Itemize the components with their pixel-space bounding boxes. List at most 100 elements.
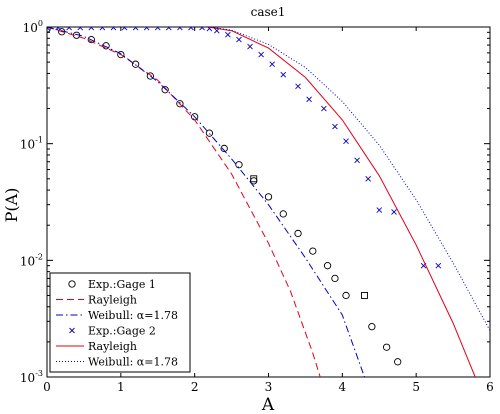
marker-x-stroke bbox=[132, 27, 137, 31]
marker-x-stroke bbox=[188, 27, 193, 31]
marker-x-stroke bbox=[143, 27, 148, 31]
legend-label: Weibull: α=1.78 bbox=[88, 309, 178, 322]
marker-x bbox=[47, 27, 50, 31]
marker-square bbox=[250, 175, 258, 183]
x-tick-label: 6 bbox=[486, 380, 494, 394]
marker-x bbox=[177, 27, 183, 31]
marker-x-stroke bbox=[47, 27, 50, 31]
marker-circle bbox=[342, 291, 350, 300]
y-axis-ticks: 100 10-1 10-2 10-3 bbox=[20, 19, 490, 385]
marker-x-stroke bbox=[110, 27, 115, 31]
marker-x bbox=[236, 36, 242, 43]
marker-circle bbox=[87, 35, 95, 44]
chart-title: case1 bbox=[251, 5, 286, 19]
marker-x-stroke bbox=[88, 27, 93, 31]
legend-item: Weibull: α=1.78 bbox=[56, 356, 178, 369]
marker-x-stroke bbox=[99, 27, 104, 31]
marker-circle bbox=[323, 262, 332, 270]
marker-x bbox=[77, 27, 84, 31]
y-tick-label: 10-1 bbox=[20, 136, 43, 152]
marker-x bbox=[354, 157, 360, 164]
marker-x-stroke bbox=[247, 43, 253, 50]
marker-circle bbox=[146, 72, 155, 80]
marker-circle bbox=[68, 280, 76, 288]
marker-x-stroke bbox=[332, 123, 338, 130]
series-5 bbox=[207, 27, 490, 331]
marker-circle bbox=[309, 247, 317, 255]
marker-x-stroke bbox=[343, 138, 349, 145]
series-line bbox=[207, 27, 476, 377]
marker-x bbox=[121, 27, 128, 31]
legend: Exp.:Gage 1 Rayleigh Weibull: α=1.78 Exp.:G… bbox=[49, 272, 191, 373]
marker-circle bbox=[176, 100, 184, 108]
marker-x bbox=[258, 51, 264, 58]
marker-x bbox=[247, 43, 253, 50]
series-line bbox=[47, 27, 321, 377]
marker-circle bbox=[205, 129, 214, 137]
marker-x-stroke bbox=[306, 96, 312, 103]
marker-x bbox=[343, 138, 349, 145]
marker-x-stroke bbox=[295, 83, 301, 90]
series-4 bbox=[207, 27, 476, 377]
marker-x-stroke bbox=[354, 157, 360, 164]
marker-circle bbox=[331, 274, 339, 283]
series-1 bbox=[47, 27, 321, 377]
legend-label: Weibull: α=1.78 bbox=[88, 356, 178, 369]
marker-circle bbox=[394, 358, 402, 366]
marker-circle bbox=[279, 210, 287, 218]
marker-x bbox=[365, 175, 371, 182]
x-axis-ticks: 0 1 2 3 4 5 6 bbox=[43, 27, 494, 394]
y-tick-label: 100 bbox=[23, 19, 43, 35]
marker-x bbox=[55, 27, 61, 31]
marker-x bbox=[69, 327, 75, 334]
marker-x-stroke bbox=[121, 27, 126, 31]
legend-label: Rayleigh bbox=[88, 340, 137, 353]
series-layer bbox=[47, 27, 490, 377]
marker-circle bbox=[382, 343, 391, 351]
marker-x bbox=[66, 27, 72, 31]
marker-x bbox=[132, 27, 139, 31]
marker-circle bbox=[117, 50, 125, 59]
marker-x bbox=[154, 27, 161, 31]
marker-x bbox=[206, 27, 213, 32]
marker-x bbox=[306, 96, 312, 103]
y-tick-label: 10-3 bbox=[20, 369, 43, 385]
marker-circle bbox=[47, 27, 51, 33]
x-tick-label: 5 bbox=[412, 380, 420, 394]
legend-label: Rayleigh bbox=[88, 294, 137, 307]
marker-x bbox=[269, 61, 276, 68]
marker-x-stroke bbox=[236, 36, 242, 43]
marker-x bbox=[225, 31, 231, 38]
marker-x-stroke bbox=[154, 27, 159, 31]
series-line bbox=[47, 27, 365, 377]
marker-x bbox=[376, 207, 383, 213]
legend-item: Exp.:Gage 1 bbox=[68, 278, 156, 291]
marker-circle bbox=[368, 323, 376, 331]
legend-label: Exp.:Gage 2 bbox=[88, 325, 156, 338]
marker-x-stroke bbox=[55, 27, 60, 31]
legend-item: Weibull: α=1.78 bbox=[56, 309, 178, 322]
marker-circle bbox=[220, 144, 228, 153]
marker-circle bbox=[131, 60, 140, 68]
x-tick-label: 2 bbox=[191, 380, 199, 394]
marker-x bbox=[88, 27, 95, 31]
x-axis-label: A bbox=[261, 395, 275, 414]
legend-label: Exp.:Gage 1 bbox=[88, 278, 156, 291]
x-tick-label: 3 bbox=[265, 380, 273, 394]
marker-x-stroke bbox=[269, 61, 276, 68]
marker-x bbox=[295, 83, 301, 90]
marker-x-stroke bbox=[280, 71, 287, 78]
marker-x-stroke bbox=[435, 262, 442, 269]
legend-item: Rayleigh bbox=[56, 340, 137, 353]
marker-x bbox=[110, 27, 117, 31]
marker-x-stroke bbox=[376, 207, 383, 213]
marker-circle bbox=[294, 229, 302, 238]
y-tick-label: 10-2 bbox=[20, 252, 43, 268]
marker-x bbox=[435, 262, 442, 269]
marker-x-stroke bbox=[77, 27, 82, 31]
legend-item: Exp.:Gage 2 bbox=[69, 325, 156, 338]
marker-x-stroke bbox=[177, 27, 182, 31]
x-tick-label: 1 bbox=[117, 380, 125, 394]
marker-x bbox=[188, 27, 194, 31]
legend-box bbox=[49, 272, 191, 373]
